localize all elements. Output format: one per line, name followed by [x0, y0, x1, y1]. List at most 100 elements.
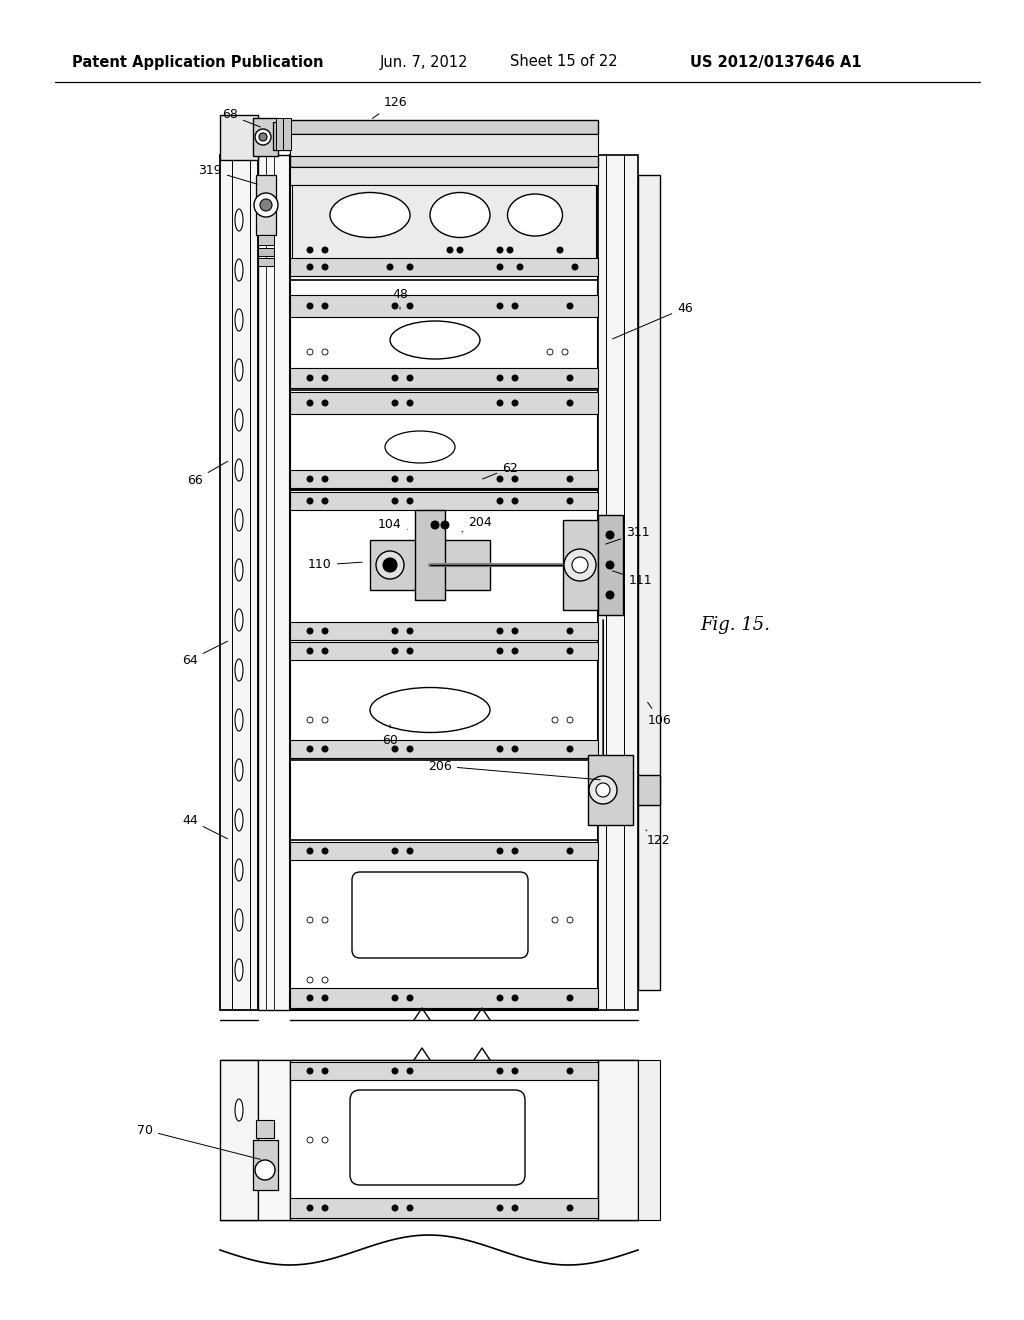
Bar — [598, 1060, 638, 1220]
Ellipse shape — [234, 659, 243, 681]
Bar — [290, 1060, 598, 1220]
Circle shape — [567, 477, 573, 482]
Bar — [220, 154, 258, 1010]
Text: US 2012/0137646 A1: US 2012/0137646 A1 — [690, 54, 861, 70]
Circle shape — [392, 628, 398, 634]
Circle shape — [497, 400, 503, 407]
Bar — [258, 235, 274, 246]
Bar — [220, 115, 258, 160]
Circle shape — [322, 1205, 328, 1210]
Circle shape — [512, 304, 518, 309]
Circle shape — [322, 746, 328, 752]
Bar — [370, 540, 490, 590]
Bar — [290, 392, 598, 414]
Bar — [258, 248, 274, 256]
Bar — [290, 257, 598, 276]
Circle shape — [497, 746, 503, 752]
Text: 60: 60 — [382, 725, 398, 747]
FancyBboxPatch shape — [352, 873, 528, 958]
Circle shape — [512, 400, 518, 407]
Circle shape — [383, 558, 397, 572]
Circle shape — [407, 400, 413, 407]
Circle shape — [392, 304, 398, 309]
Circle shape — [307, 995, 313, 1001]
Circle shape — [606, 591, 614, 599]
Circle shape — [392, 477, 398, 482]
Circle shape — [307, 648, 313, 653]
Ellipse shape — [234, 909, 243, 931]
Bar — [290, 470, 598, 488]
Ellipse shape — [234, 609, 243, 631]
Ellipse shape — [234, 209, 243, 231]
Ellipse shape — [330, 193, 410, 238]
Text: 110: 110 — [308, 558, 362, 572]
Circle shape — [322, 375, 328, 381]
Bar — [256, 1119, 274, 1138]
Circle shape — [497, 264, 503, 271]
Ellipse shape — [234, 459, 243, 480]
Circle shape — [567, 1205, 573, 1210]
Circle shape — [307, 264, 313, 271]
Circle shape — [567, 628, 573, 634]
Circle shape — [407, 1205, 413, 1210]
Circle shape — [407, 648, 413, 653]
Circle shape — [307, 247, 313, 253]
Circle shape — [260, 199, 272, 211]
Circle shape — [567, 498, 573, 504]
Text: Sheet 15 of 22: Sheet 15 of 22 — [510, 54, 617, 70]
Text: 204: 204 — [462, 516, 492, 532]
Circle shape — [392, 400, 398, 407]
Circle shape — [392, 1068, 398, 1074]
Circle shape — [606, 561, 614, 569]
Text: 48: 48 — [392, 289, 408, 309]
Bar — [290, 368, 598, 388]
Circle shape — [307, 498, 313, 504]
Circle shape — [567, 1068, 573, 1074]
Circle shape — [589, 776, 617, 804]
Bar — [276, 117, 284, 150]
Bar — [290, 154, 598, 168]
Circle shape — [322, 247, 328, 253]
Circle shape — [512, 375, 518, 381]
Bar — [258, 154, 290, 1010]
Text: 319: 319 — [199, 164, 257, 185]
Text: 206: 206 — [428, 759, 600, 780]
Circle shape — [567, 400, 573, 407]
Text: Jun. 7, 2012: Jun. 7, 2012 — [380, 54, 469, 70]
Circle shape — [392, 746, 398, 752]
Circle shape — [512, 746, 518, 752]
Text: 70: 70 — [137, 1123, 260, 1159]
Text: Patent Application Publication: Patent Application Publication — [72, 54, 324, 70]
Circle shape — [322, 995, 328, 1001]
Circle shape — [392, 1205, 398, 1210]
Ellipse shape — [234, 859, 243, 880]
Bar — [638, 1060, 660, 1220]
Circle shape — [517, 264, 523, 271]
Circle shape — [322, 400, 328, 407]
Circle shape — [497, 628, 503, 634]
Bar — [598, 515, 623, 615]
Ellipse shape — [385, 432, 455, 463]
Circle shape — [307, 304, 313, 309]
Circle shape — [497, 1205, 503, 1210]
Bar — [290, 492, 598, 510]
Text: 122: 122 — [646, 830, 670, 846]
Circle shape — [307, 746, 313, 752]
Circle shape — [307, 1068, 313, 1074]
Circle shape — [512, 995, 518, 1001]
Circle shape — [322, 628, 328, 634]
Circle shape — [322, 264, 328, 271]
Bar — [220, 1060, 258, 1220]
Bar — [292, 185, 596, 265]
Text: 44: 44 — [182, 813, 227, 838]
Circle shape — [307, 400, 313, 407]
Circle shape — [567, 746, 573, 752]
Circle shape — [259, 133, 267, 141]
Circle shape — [512, 477, 518, 482]
Circle shape — [497, 498, 503, 504]
Circle shape — [407, 375, 413, 381]
Bar — [273, 121, 303, 150]
Circle shape — [392, 995, 398, 1001]
Text: 66: 66 — [187, 462, 227, 487]
Circle shape — [392, 375, 398, 381]
